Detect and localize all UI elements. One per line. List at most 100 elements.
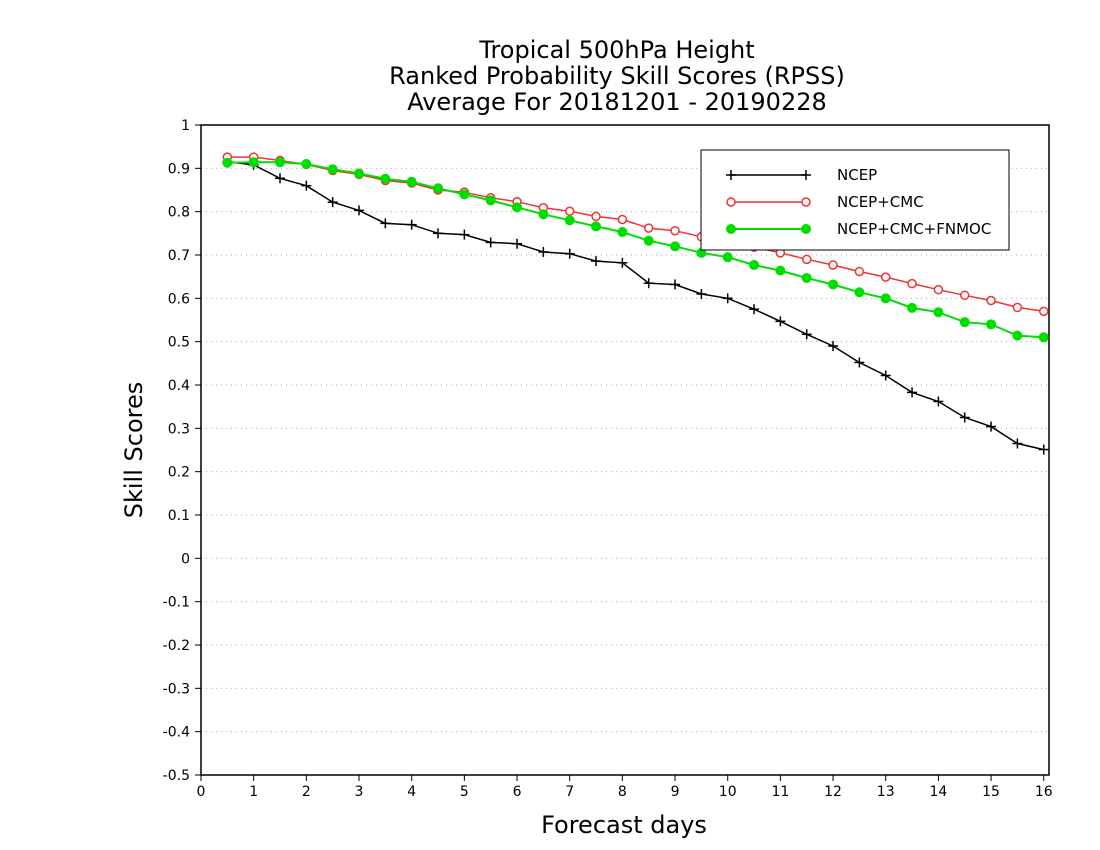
x-tick-label: 4 [407, 784, 416, 800]
y-axis-label: Skill Scores [120, 382, 148, 519]
data-point-ncep-cmc-fnmoc [538, 209, 549, 220]
data-point-ncep-cmc [933, 284, 944, 295]
data-point-ncep [854, 357, 865, 368]
data-point-ncep-cmc [986, 295, 996, 306]
x-tick-label: 9 [671, 784, 680, 800]
data-point-ncep-cmc-fnmoc [275, 157, 286, 168]
title-line-1: Tropical 500hPa Height [478, 36, 754, 64]
y-tick-label: 1 [181, 118, 190, 134]
data-point-ncep-cmc-fnmoc [959, 317, 970, 328]
data-point-ncep-cmc-fnmoc [459, 189, 470, 200]
data-point-ncep [722, 293, 733, 304]
x-tick-label: 7 [565, 784, 574, 800]
data-point-ncep [591, 256, 602, 267]
plot-frame [200, 124, 1050, 776]
data-point-ncep [354, 205, 365, 216]
data-point-ncep-cmc-fnmoc [907, 302, 918, 313]
data-point-ncep-cmc-fnmoc [591, 221, 602, 232]
data-point-ncep-cmc-fnmoc [354, 168, 365, 179]
y-tick-label: 0.1 [168, 508, 190, 524]
data-point-ncep-cmc-fnmoc [512, 202, 523, 213]
data-point-ncep-cmc-fnmoc [933, 307, 944, 318]
data-point-ncep-cmc-fnmoc [722, 252, 733, 263]
legend-box [700, 149, 1010, 251]
y-tick-label: 0.3 [168, 421, 190, 437]
data-point-ncep [880, 370, 891, 381]
legend-item-ncep: NCEP [726, 166, 877, 184]
data-point-ncep [564, 248, 575, 259]
legend-marker [801, 224, 811, 234]
x-tick-label: 15 [982, 784, 1000, 800]
data-point-ncep [670, 279, 681, 290]
data-point-ncep-cmc-fnmoc [327, 164, 338, 175]
data-point-ncep [1012, 438, 1023, 449]
data-point-ncep-cmc-fnmoc [775, 265, 786, 276]
data-point-ncep-cmc-fnmoc [406, 176, 417, 187]
title-line-3: Average For 20181201 - 20190228 [407, 88, 827, 116]
data-point-ncep [327, 197, 338, 208]
data-point-ncep-cmc [854, 266, 865, 277]
data-point-ncep [696, 289, 707, 299]
x-tick-label: 14 [929, 784, 947, 800]
y-tick-label: 0.6 [168, 291, 190, 307]
data-point-ncep-cmc-fnmoc [1038, 332, 1049, 343]
axes: -0.5 -0.4 -0.3 -0.2 -0.1 0 0.1 0.2 0.3 0.4 0.5 0.6 0… [163, 118, 1053, 800]
data-point-ncep [828, 341, 839, 351]
x-tick-label: 13 [877, 784, 895, 800]
y-tick-label: 0.7 [168, 248, 190, 264]
data-point-ncep-cmc-fnmoc [986, 319, 997, 330]
data-point-ncep [538, 246, 549, 257]
series-ncep-cmc-fnmoc [222, 157, 1049, 343]
data-point-ncep [749, 304, 760, 315]
series-line-ncep [227, 161, 1044, 451]
y-tick-label: -0.4 [163, 725, 190, 741]
legend-marker [801, 197, 811, 207]
data-point-ncep-cmc [828, 260, 838, 270]
x-tick-label: 10 [719, 784, 737, 800]
legend-marker [801, 170, 811, 180]
data-point-ncep-cmc [617, 214, 628, 225]
data-point-ncep-cmc [1012, 302, 1023, 313]
data-point-ncep-cmc [907, 278, 917, 289]
title-line-2: Ranked Probability Skill Scores (RPSS) [389, 62, 845, 90]
data-point-ncep [643, 278, 654, 289]
data-point-ncep-cmc [591, 211, 601, 222]
data-point-ncep-cmc-fnmoc [380, 173, 391, 184]
data-point-ncep [907, 387, 918, 398]
data-point-ncep-cmc-fnmoc [801, 272, 812, 283]
data-point-ncep-cmc [959, 290, 970, 301]
x-tick-label: 0 [197, 784, 206, 800]
x-tick-label: 8 [618, 784, 627, 800]
legend-item-ncep-cmc-fnmoc: NCEP+CMC+FNMOC [726, 220, 991, 238]
x-tick-label: 16 [1035, 784, 1053, 800]
data-point-ncep [406, 219, 417, 230]
data-point-ncep-cmc-fnmoc [643, 235, 654, 246]
x-tick-label: 12 [824, 784, 842, 800]
data-point-ncep [459, 229, 470, 240]
y-tick-label: -0.5 [163, 768, 190, 784]
y-tick-label: 0 [181, 551, 190, 567]
data-point-ncep-cmc-fnmoc [749, 259, 760, 270]
data-point-ncep-cmc-fnmoc [248, 157, 259, 168]
data-point-ncep-cmc-fnmoc [433, 183, 444, 194]
legend-label: NCEP [837, 166, 877, 184]
y-tick-label: -0.2 [163, 638, 190, 654]
legend-marker [726, 224, 736, 234]
data-point-ncep [275, 173, 286, 184]
data-point-ncep [986, 421, 997, 432]
x-tick-label: 6 [513, 784, 522, 800]
gridlines [201, 167, 1049, 733]
data-point-ncep-cmc-fnmoc [854, 287, 865, 298]
y-tick-label: 0.9 [168, 161, 190, 177]
data-point-ncep-cmc-fnmoc [880, 293, 891, 304]
data-point-ncep [433, 228, 444, 239]
data-point-ncep-cmc [564, 206, 575, 216]
x-tick-label: 11 [771, 784, 789, 800]
data-point-ncep-cmc [880, 272, 891, 282]
y-tick-label: -0.1 [163, 595, 190, 611]
y-tick-label: 0.2 [168, 465, 190, 481]
data-point-ncep [380, 218, 391, 229]
legend-item-ncep-cmc: NCEP+CMC [726, 193, 924, 211]
x-axis-label: Forecast days [541, 811, 707, 839]
